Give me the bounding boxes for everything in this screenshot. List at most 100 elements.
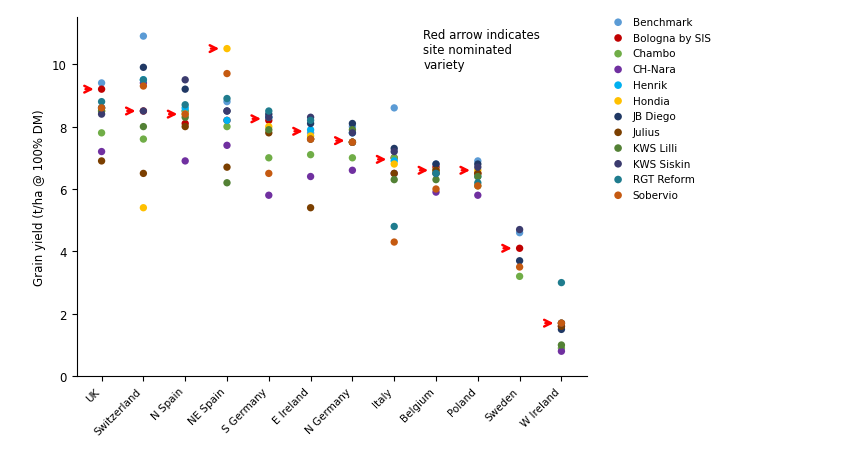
Point	[137, 170, 150, 178]
Point	[303, 121, 317, 128]
Point	[471, 174, 484, 181]
Point	[303, 114, 317, 122]
Point	[262, 111, 275, 118]
Point	[303, 205, 317, 212]
Point	[554, 320, 568, 327]
Point	[95, 105, 109, 112]
Point	[178, 111, 192, 118]
Point	[95, 99, 109, 106]
Point	[429, 167, 443, 174]
Point	[388, 239, 401, 246]
Point	[513, 226, 526, 234]
Point	[554, 348, 568, 355]
Point	[471, 183, 484, 190]
Point	[346, 139, 360, 146]
Point	[429, 170, 443, 178]
Point	[303, 136, 317, 144]
Point	[429, 186, 443, 193]
Point	[346, 130, 360, 137]
Point	[513, 273, 526, 280]
Point	[388, 170, 401, 178]
Point	[346, 130, 360, 137]
Point	[137, 205, 150, 212]
Point	[554, 320, 568, 327]
Point	[220, 118, 234, 125]
Point	[429, 189, 443, 196]
Point	[95, 108, 109, 115]
Point	[95, 149, 109, 156]
Point	[513, 257, 526, 265]
Point	[346, 121, 360, 128]
Point	[262, 130, 275, 137]
Point	[95, 108, 109, 115]
Point	[388, 177, 401, 184]
Point	[95, 111, 109, 118]
Point	[95, 105, 109, 112]
Point	[429, 164, 443, 172]
Point	[137, 65, 150, 72]
Point	[388, 170, 401, 178]
Point	[262, 118, 275, 125]
Point	[95, 130, 109, 137]
Point	[388, 155, 401, 162]
Point	[554, 345, 568, 352]
Point	[554, 323, 568, 330]
Point	[554, 323, 568, 330]
Point	[178, 111, 192, 118]
Point	[220, 108, 234, 115]
Point	[95, 86, 109, 94]
Point	[471, 170, 484, 178]
Point	[220, 46, 234, 53]
Point	[137, 123, 150, 131]
Point	[346, 139, 360, 146]
Point	[388, 155, 401, 162]
Point	[137, 108, 150, 115]
Point	[346, 155, 360, 162]
Point	[137, 136, 150, 144]
Point	[220, 179, 234, 187]
Point	[513, 230, 526, 237]
Point	[346, 123, 360, 131]
Point	[303, 130, 317, 137]
Point	[220, 99, 234, 106]
Point	[471, 174, 484, 181]
Point	[388, 161, 401, 168]
Point	[429, 177, 443, 184]
Point	[388, 146, 401, 153]
Point	[346, 127, 360, 134]
Point	[554, 320, 568, 327]
Point	[303, 136, 317, 144]
Point	[220, 142, 234, 150]
Point	[513, 264, 526, 271]
Point	[262, 123, 275, 131]
Point	[513, 245, 526, 252]
Point	[554, 320, 568, 327]
Point	[429, 170, 443, 178]
Point	[220, 71, 234, 78]
Point	[554, 326, 568, 333]
Point	[137, 80, 150, 87]
Point	[471, 170, 484, 178]
Point	[137, 34, 150, 41]
Point	[429, 167, 443, 174]
Point	[262, 114, 275, 122]
Point	[554, 280, 568, 287]
Point	[178, 158, 192, 165]
Y-axis label: Grain yield (t/ha @ 100% DM): Grain yield (t/ha @ 100% DM)	[33, 109, 47, 285]
Point	[262, 114, 275, 122]
Point	[137, 77, 150, 84]
Point	[262, 114, 275, 122]
Point	[346, 139, 360, 146]
Point	[471, 164, 484, 172]
Point	[388, 158, 401, 165]
Point	[95, 158, 109, 165]
Point	[262, 108, 275, 115]
Point	[554, 341, 568, 349]
Point	[262, 192, 275, 200]
Point	[178, 77, 192, 84]
Point	[178, 123, 192, 131]
Point	[137, 77, 150, 84]
Point	[178, 114, 192, 122]
Point	[429, 170, 443, 178]
Point	[303, 127, 317, 134]
